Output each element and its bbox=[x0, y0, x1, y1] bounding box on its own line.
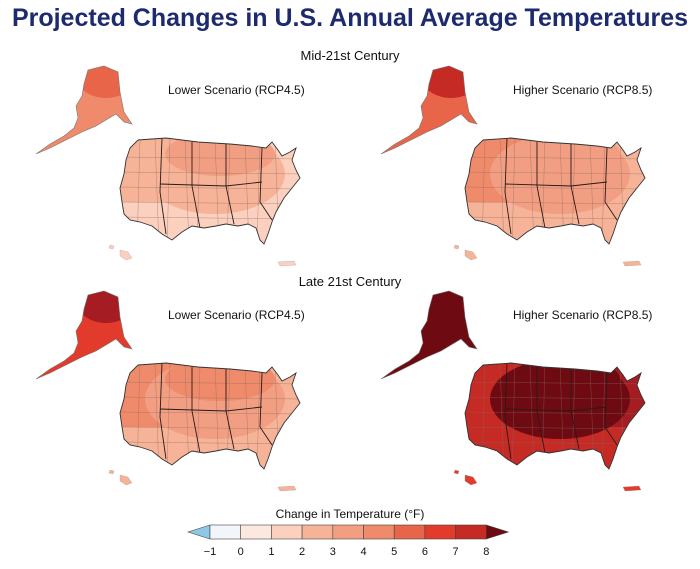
scenario-label: Higher Scenario (RCP8.5) bbox=[513, 308, 653, 322]
scenario-label: Higher Scenario (RCP8.5) bbox=[513, 83, 653, 97]
hawaii bbox=[108, 244, 133, 261]
contiguous-us bbox=[465, 363, 645, 469]
map bbox=[35, 65, 301, 267]
legend-tick-label: 7 bbox=[453, 546, 459, 558]
legend-tick-label: 6 bbox=[422, 546, 428, 558]
row-heading-mid-century: Mid-21st Century bbox=[300, 48, 400, 63]
legend-tick-label: 8 bbox=[483, 546, 489, 558]
map bbox=[380, 290, 646, 492]
legend-swatch bbox=[455, 524, 487, 540]
legend-tick-label: 1 bbox=[268, 546, 274, 558]
legend-tick-label: 3 bbox=[330, 546, 336, 558]
map-panel-late-higher: Higher Scenario (RCP8.5) bbox=[365, 287, 685, 502]
legend-swatch bbox=[209, 524, 242, 540]
legend-tick-label: −1 bbox=[204, 546, 217, 558]
contiguous-us bbox=[120, 363, 300, 469]
row-heading-late-century: Late 21st Century bbox=[298, 274, 402, 289]
color-legend: Change in Temperature (°F) −1 0 1 2 3 4 5 6 7 8 bbox=[0, 507, 700, 567]
legend-title: Change in Temperature (°F) bbox=[275, 507, 425, 521]
page-title: Projected Changes in U.S. Annual Average… bbox=[11, 4, 689, 32]
legend-tick-label: 0 bbox=[238, 546, 244, 558]
scenario-label: Lower Scenario (RCP4.5) bbox=[168, 308, 305, 322]
legend-tick-label: 4 bbox=[360, 546, 366, 558]
map bbox=[380, 65, 646, 267]
map-panel-late-lower: Lower Scenario (RCP4.5) bbox=[20, 287, 340, 502]
legend-swatch bbox=[332, 524, 364, 540]
legend-tick-label: 5 bbox=[391, 546, 397, 558]
map-panel-mid-lower: Lower Scenario (RCP4.5) bbox=[20, 62, 340, 277]
legend-arrow-low bbox=[187, 524, 211, 540]
legend-tick-label: 2 bbox=[299, 546, 305, 558]
hawaii bbox=[453, 244, 478, 261]
puerto-rico bbox=[622, 485, 642, 492]
puerto-rico bbox=[622, 260, 642, 267]
puerto-rico bbox=[277, 485, 297, 492]
legend-colorbar: −1 0 1 2 3 4 5 6 7 8 bbox=[187, 524, 510, 558]
legend-swatch bbox=[301, 524, 334, 540]
contiguous-us bbox=[465, 138, 645, 244]
legend-arrow-high bbox=[485, 524, 510, 540]
map-panel-mid-higher: Higher Scenario (RCP8.5) bbox=[365, 62, 685, 277]
map bbox=[35, 290, 301, 492]
legend-swatch bbox=[363, 524, 395, 540]
legend-swatch bbox=[240, 524, 272, 540]
puerto-rico bbox=[277, 260, 297, 267]
hawaii bbox=[108, 469, 133, 486]
legend-swatch bbox=[393, 524, 426, 540]
contiguous-us bbox=[120, 138, 300, 244]
legend-swatch bbox=[271, 524, 303, 540]
scenario-label: Lower Scenario (RCP4.5) bbox=[168, 83, 305, 97]
legend-swatch bbox=[424, 524, 456, 540]
hawaii bbox=[453, 469, 478, 486]
